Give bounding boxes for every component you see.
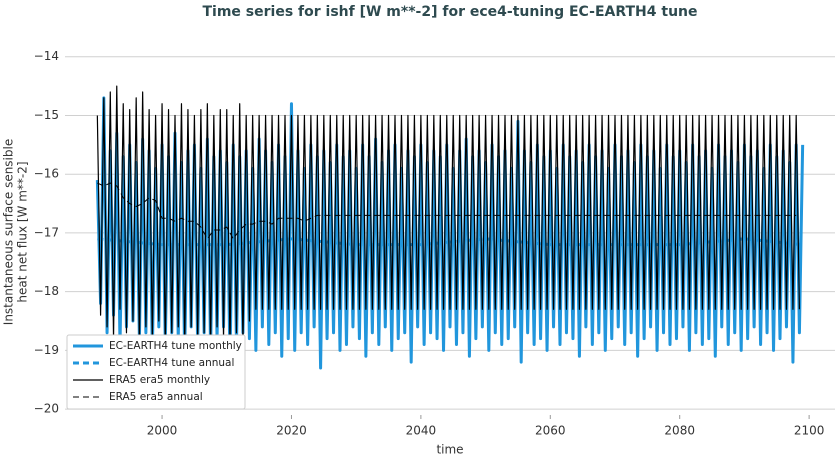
plot-area [95,85,805,370]
legend-label: EC-EARTH4 tune annual [109,357,234,369]
legend-frame [66,334,246,410]
legend-label: ERA5 era5 annual [109,391,203,403]
y-tick-label: −14 [34,49,59,63]
y-tick-label: −17 [34,225,59,239]
x-tick-label: 2000 [147,424,178,438]
y-tick-label: −16 [34,167,59,181]
x-axis-label: time [436,443,463,457]
legend-label: EC-EARTH4 tune monthly [109,340,242,352]
chart-title: Time series for ishf [W m**-2] for ece4-… [203,4,698,20]
grid: −20 −19 −18 −17 −16 −15 −14 2000 2020 2040 2060 208… [34,49,835,438]
series-line [97,182,797,240]
y-axis-label: heat net flux [W m**-2] [16,161,30,302]
y-tick-label: −18 [34,284,59,298]
x-tick-label: 2080 [664,424,695,438]
y-axis-label: Instantaneous surface sensible [2,139,16,325]
x-tick-label: 2020 [276,424,307,438]
series-line [96,85,801,346]
y-tick-label: −19 [34,343,59,357]
legend-label: ERA5 era5 monthly [109,374,210,386]
x-tick-label: 2040 [406,424,437,438]
legend: EC-EARTH4 tune monthly EC-EARTH4 tune ann… [66,334,246,410]
y-tick-label: −20 [34,402,59,416]
y-tick-label: −15 [34,108,59,122]
x-tick-label: 2100 [794,424,825,438]
x-tick-label: 2060 [535,424,566,438]
